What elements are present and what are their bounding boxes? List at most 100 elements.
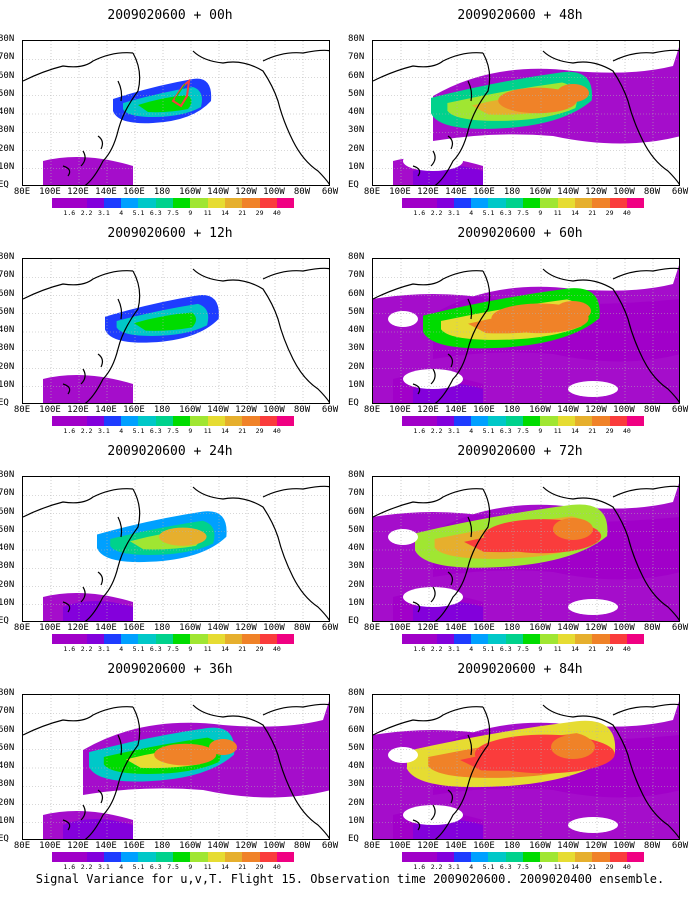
colorbar (402, 634, 645, 644)
lon-tick-label: 60W (321, 405, 339, 415)
colorbar-swatch (173, 852, 191, 862)
lon-tick-label: 100W (613, 841, 635, 851)
lat-tick-label: 10N (0, 815, 15, 826)
colorbar-label: 14 (571, 863, 579, 871)
lat-tick-label: 50N (0, 306, 15, 317)
lat-tick-label: 40N (348, 107, 365, 117)
panel-title: 2009020600 + 36h (107, 662, 233, 677)
colorbar-label: 5.1 (482, 427, 495, 435)
lat-tick-label: 70N (0, 270, 15, 281)
colorbar-swatch (574, 634, 593, 644)
lat-tick-label: 50N (348, 306, 365, 317)
panel-title: 2009020600 + 60h (457, 226, 583, 241)
colorbar-label: 14 (221, 645, 229, 653)
colorbar-label: 40 (622, 645, 631, 653)
lon-tick-label: 80E (13, 841, 31, 851)
lat-tick-label: 60N (348, 70, 365, 81)
colorbar-label: 40 (272, 645, 281, 653)
lon-tick-label: 160E (123, 405, 145, 415)
colorbar-swatch (190, 852, 208, 862)
lon-tick-label: 140W (557, 841, 579, 851)
colorbar-swatch (155, 416, 174, 426)
colorbar-label: 1.6 (413, 427, 426, 435)
colorbar-swatch (471, 634, 489, 644)
colorbar-label: 11 (553, 209, 562, 217)
colorbar-swatch (52, 198, 70, 208)
lon-tick-label: 120W (585, 623, 607, 633)
lat-tick-label: 80N (348, 688, 365, 698)
lon-tick-label: 60W (321, 187, 339, 197)
colorbar-label: 3.1 (448, 427, 460, 435)
colorbar (52, 634, 295, 644)
lat-tick-label: EQ (348, 834, 359, 844)
lon-tick-label: 80E (13, 187, 31, 197)
colorbar-swatch (207, 634, 225, 644)
colorbar-swatch (488, 634, 506, 644)
lat-tick-label: 20N (0, 361, 15, 372)
map-panel: 2009020600 + 60h 80N 70N 60N 50N 40N 30N 20N 10N… (348, 218, 690, 443)
colorbar-swatch (224, 852, 243, 862)
lon-tick-label: 160W (179, 187, 201, 197)
colorbar-label: 5.1 (482, 863, 495, 871)
colorbar-label: 3.1 (98, 427, 110, 435)
colorbar-swatch (173, 634, 191, 644)
colorbar-label: 21 (238, 863, 247, 871)
colorbar-label: 40 (622, 863, 631, 871)
lon-tick-label: 140W (557, 623, 579, 633)
lon-tick-label: 100E (39, 623, 61, 633)
lat-tick-label: 10N (348, 815, 365, 826)
colorbar-label: 6.3 (149, 863, 162, 871)
colorbar-swatch (419, 416, 437, 426)
colorbar-swatch (69, 852, 87, 862)
colorbar-swatch (574, 852, 593, 862)
lon-tick-label: 180 (503, 841, 521, 851)
colorbar-swatch (505, 634, 524, 644)
lon-tick-label: 120W (585, 405, 607, 415)
lat-tick-label: 40N (0, 107, 15, 117)
colorbar-label: 11 (553, 427, 562, 435)
lat-tick-label: 80N (348, 252, 365, 262)
colorbar-label: 29 (605, 427, 614, 435)
colorbar-label: 1.6 (413, 645, 426, 653)
lon-tick-label: 120E (417, 405, 439, 415)
lon-tick-label: 100W (613, 405, 635, 415)
colorbar-swatch (505, 852, 524, 862)
lon-tick-label: 140W (207, 623, 229, 633)
lat-tick-label: 80N (348, 34, 365, 44)
lat-tick-label: 80N (0, 252, 15, 262)
map-panel: 2009020600 + 24h 80N 70N 60N 50N 40N 30N 20N 10N… (0, 436, 340, 661)
colorbar-swatch (121, 198, 139, 208)
lat-tick-label: 70N (0, 706, 15, 717)
lat-tick-label: 60N (0, 70, 15, 81)
colorbar-labels: 1.6 2.2 3.1 4 5.1 6.3 7.5 9 11 14 21 29 40 (402, 863, 700, 873)
colorbar-swatch (224, 198, 243, 208)
colorbar-swatch (138, 852, 156, 862)
colorbar-label: 29 (605, 645, 614, 653)
colorbar-swatch (436, 634, 454, 644)
lon-tick-label: 140E (445, 187, 467, 197)
colorbar-swatch (626, 416, 645, 426)
lon-tick-label: 80W (293, 405, 311, 415)
colorbar-swatch (69, 416, 87, 426)
lon-tick-label: 160W (179, 405, 201, 415)
lon-tick-label: 120W (585, 187, 607, 197)
colorbar-swatch (592, 416, 610, 426)
lon-tick-label: 100W (263, 187, 285, 197)
lat-tick-label: 70N (348, 270, 365, 281)
colorbar-label: 9 (188, 645, 193, 653)
lon-tick-label: 140W (207, 841, 229, 851)
colorbar-label: 29 (605, 209, 614, 217)
colorbar-swatch (224, 634, 243, 644)
lon-tick-label: 160E (123, 841, 145, 851)
colorbar-label: 1.6 (63, 645, 76, 653)
colorbar-label: 2.2 (80, 645, 93, 653)
lon-tick-label: 100E (389, 623, 411, 633)
lon-tick-label: 140E (445, 623, 467, 633)
lon-tick-label: 160E (123, 623, 145, 633)
colorbar-swatch (138, 198, 156, 208)
variance-field (23, 477, 329, 621)
colorbar-swatch (190, 634, 208, 644)
colorbar-label: 7.5 (517, 863, 529, 871)
colorbar-label: 14 (221, 209, 229, 217)
colorbar-label: 29 (255, 209, 264, 217)
